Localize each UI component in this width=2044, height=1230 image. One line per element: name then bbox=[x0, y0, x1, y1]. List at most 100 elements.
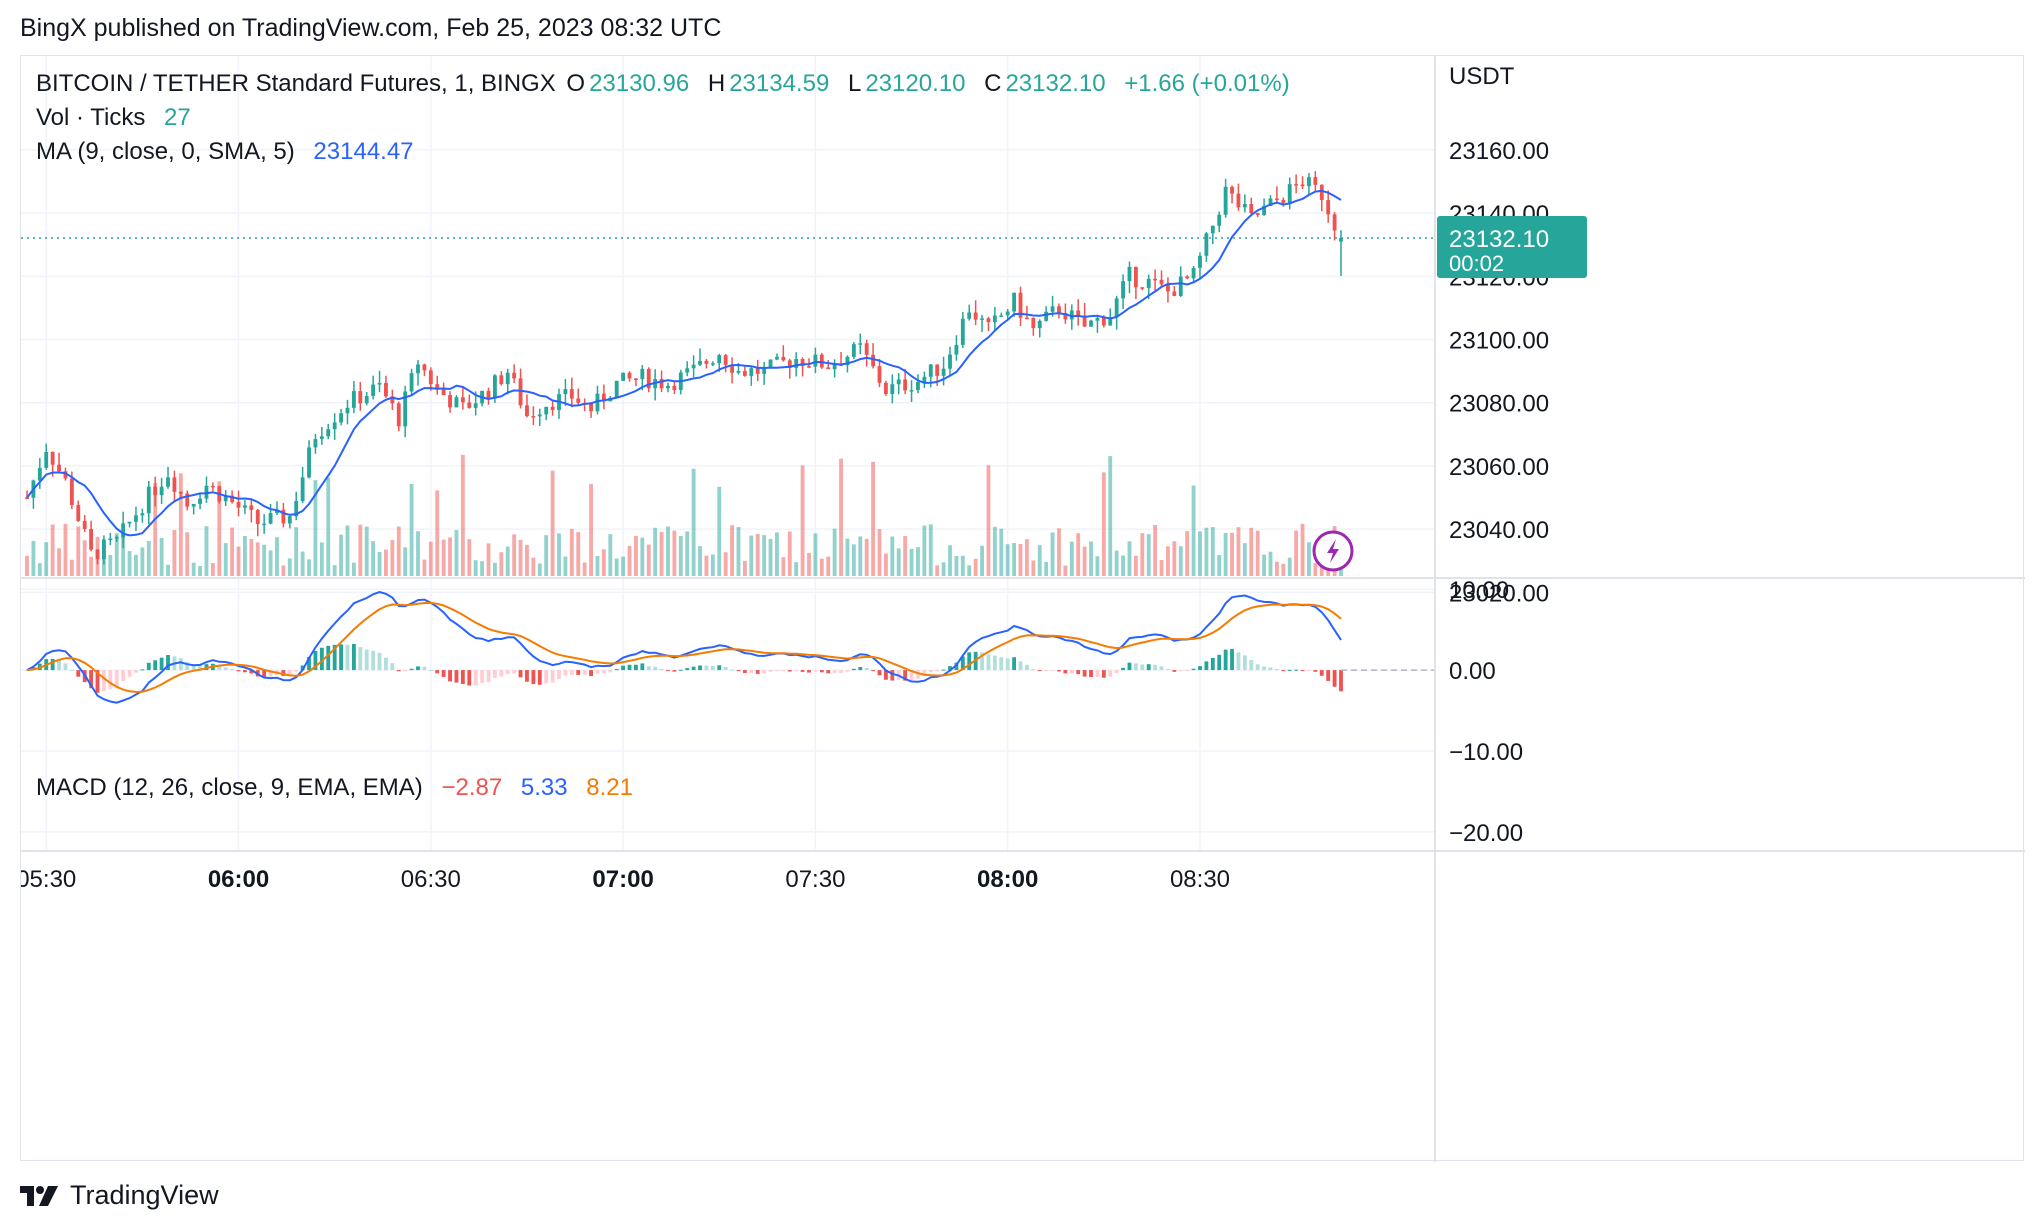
macd-histogram-bar bbox=[698, 665, 702, 671]
macd-histogram-bar bbox=[153, 660, 158, 671]
macd-histogram-bar bbox=[403, 670, 408, 672]
candle-body bbox=[1178, 276, 1183, 296]
volume-bar bbox=[800, 465, 805, 576]
macd-histogram-bar bbox=[569, 670, 574, 675]
candle-body bbox=[473, 403, 478, 408]
candle-body bbox=[1159, 279, 1164, 285]
macd-histogram-bar bbox=[986, 654, 991, 671]
candle-body bbox=[230, 495, 235, 503]
tradingview-logo-icon bbox=[20, 1185, 58, 1206]
macd-histogram-bar bbox=[178, 658, 183, 671]
macd-legend[interactable]: MACD (12, 26, close, 9, EMA, EMA) −2.87 … bbox=[36, 774, 633, 801]
candle-body bbox=[890, 384, 895, 395]
axes: 23160.0023140.0023120.0023100.0023080.00… bbox=[21, 56, 2025, 1162]
candle-body bbox=[1307, 177, 1311, 187]
candle-body bbox=[454, 397, 459, 408]
candle-body bbox=[512, 372, 517, 379]
volume-bar bbox=[832, 528, 837, 576]
macd-histogram-bar bbox=[281, 670, 286, 676]
candle-body bbox=[1172, 291, 1177, 296]
macd-histogram-bar bbox=[839, 670, 843, 674]
volume-bar bbox=[1185, 530, 1190, 576]
macd-histogram-bar bbox=[416, 666, 420, 671]
macd-histogram-bar bbox=[1326, 670, 1331, 681]
volume-bar bbox=[1274, 561, 1279, 576]
macd-histogram-bar bbox=[736, 670, 741, 672]
candle-body bbox=[832, 364, 837, 370]
macd-histogram-bar bbox=[319, 647, 324, 671]
volume-bar bbox=[1230, 532, 1234, 576]
chart-canvas[interactable]: 23160.0023140.0023120.0023100.0023080.00… bbox=[21, 56, 2025, 1162]
volume-bar bbox=[486, 543, 491, 576]
chart-frame[interactable]: 23160.0023140.0023120.0023100.0023080.00… bbox=[20, 55, 2025, 1162]
candles bbox=[25, 171, 1343, 565]
candle-body bbox=[1300, 184, 1305, 187]
volume-bar bbox=[1236, 527, 1241, 576]
candle-body bbox=[845, 356, 850, 366]
volume-bar bbox=[396, 526, 401, 576]
volume-bar bbox=[1204, 527, 1209, 576]
volume-bar bbox=[390, 540, 395, 576]
candle-body bbox=[1166, 284, 1170, 292]
candle-body bbox=[672, 385, 677, 391]
candle-body bbox=[755, 368, 760, 374]
macd-histogram-bar bbox=[1178, 670, 1183, 672]
candle-body bbox=[159, 486, 164, 496]
volume-bar bbox=[922, 525, 927, 576]
volume-bar bbox=[114, 533, 119, 576]
volume-bar bbox=[69, 559, 74, 576]
volume-bar bbox=[1057, 528, 1061, 576]
macd-tick-label: 0.00 bbox=[1449, 658, 1496, 685]
macd-histogram-bar bbox=[249, 670, 254, 674]
time-tick-label: 08:00 bbox=[977, 866, 1038, 893]
volume-bar bbox=[1076, 533, 1081, 576]
volume-legend[interactable]: Vol · Ticks 27 bbox=[36, 104, 191, 131]
candle-body bbox=[63, 471, 68, 479]
volume-bar bbox=[1294, 530, 1299, 576]
macd-histogram-bar bbox=[345, 644, 350, 671]
candle-body bbox=[492, 375, 497, 399]
last-price-badge bbox=[1437, 216, 1587, 279]
candle-body bbox=[550, 406, 555, 411]
volume-bar bbox=[1127, 541, 1132, 576]
macd-histogram-bar bbox=[935, 670, 940, 672]
volume-bar bbox=[1089, 541, 1093, 576]
macd-histogram-bar bbox=[851, 668, 856, 671]
macd-histogram-bar bbox=[1082, 670, 1087, 677]
ma-legend[interactable]: MA (9, close, 0, SMA, 5) 23144.47 bbox=[36, 138, 414, 165]
volume-bar bbox=[742, 561, 747, 576]
macd-histogram-bar bbox=[1255, 664, 1260, 671]
volume-bar bbox=[608, 534, 613, 576]
candle-body bbox=[332, 422, 337, 430]
macd-histogram-bar bbox=[454, 670, 459, 683]
candle-body bbox=[178, 491, 183, 494]
candle-body bbox=[210, 485, 215, 488]
volume-bar bbox=[839, 458, 843, 576]
macd-histogram-bar bbox=[550, 670, 555, 683]
volume-bar bbox=[999, 528, 1004, 576]
footer-brand[interactable]: TradingView bbox=[20, 1180, 219, 1211]
candle-body bbox=[416, 364, 420, 374]
volume-bar bbox=[262, 544, 267, 576]
candle-body bbox=[37, 467, 42, 481]
volume-bar bbox=[146, 541, 151, 576]
price-tick-label: 23040.00 bbox=[1449, 517, 1549, 544]
macd-histogram-bar bbox=[268, 670, 273, 677]
volume-bar bbox=[467, 539, 472, 576]
macd-histogram-bar bbox=[864, 668, 869, 671]
macd-histogram-bar bbox=[1101, 670, 1106, 678]
candle-body bbox=[236, 502, 241, 508]
volume-bar bbox=[422, 559, 427, 576]
macd-histogram-bar bbox=[185, 662, 190, 671]
lightning-glyph bbox=[1327, 539, 1339, 563]
volume-bar bbox=[191, 562, 196, 576]
symbol-title[interactable]: BITCOIN / TETHER Standard Futures, 1, BI… bbox=[36, 70, 556, 97]
candle-body bbox=[1191, 267, 1196, 279]
macd-histogram-bar bbox=[717, 665, 722, 671]
volume-bar bbox=[781, 557, 786, 576]
macd-histogram-bar bbox=[1133, 663, 1138, 671]
macd-histogram-bar bbox=[1024, 664, 1029, 671]
volume-bar bbox=[768, 538, 773, 576]
macd-histogram-bar bbox=[967, 652, 972, 671]
candle-body bbox=[121, 523, 126, 538]
